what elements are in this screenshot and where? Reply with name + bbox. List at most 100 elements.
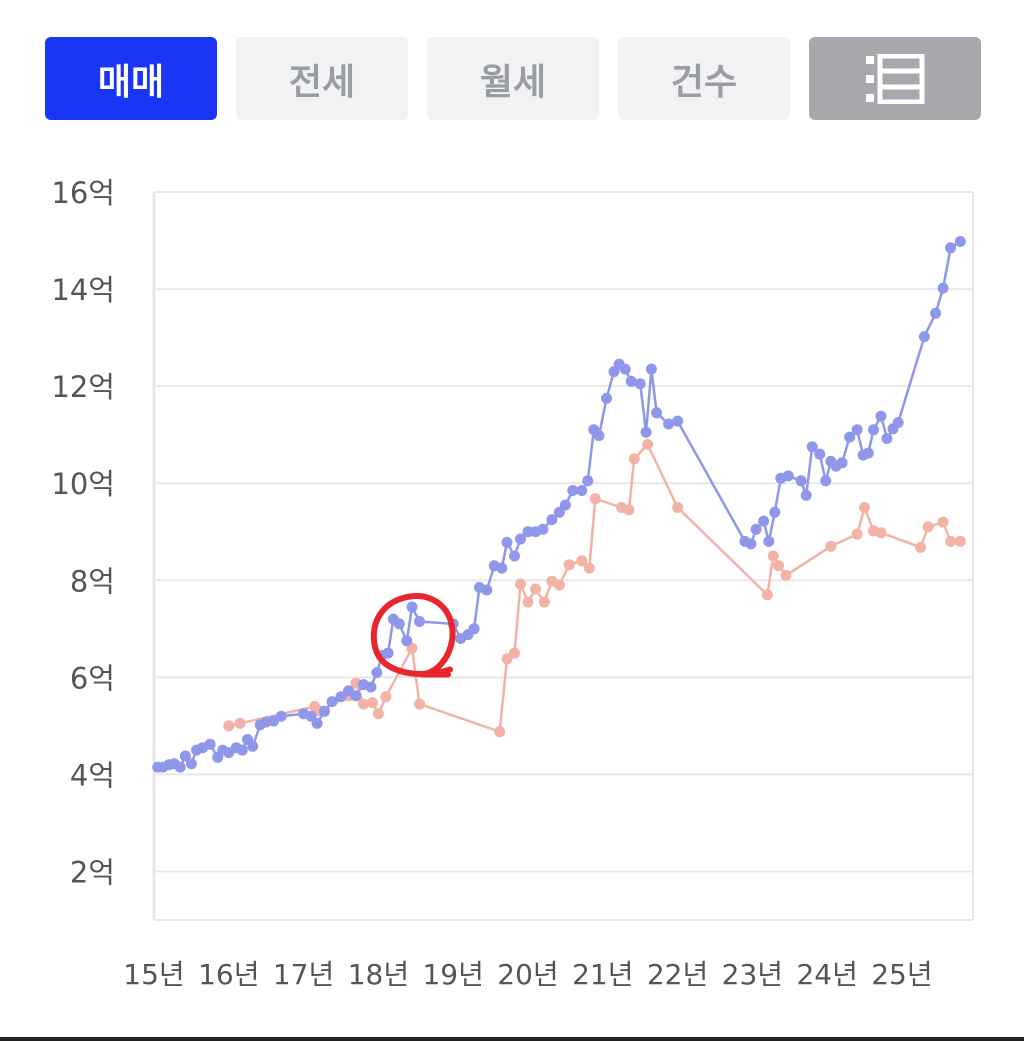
- lease-data-point: [234, 717, 246, 729]
- sale-data-point: [881, 433, 893, 444]
- x-tick-label: 23년: [722, 958, 783, 991]
- lease-data-point: [780, 569, 792, 581]
- lease-data-point: [522, 596, 534, 608]
- sale-data-point: [782, 470, 794, 482]
- tab-bar: 매매 전세 월세 건수: [45, 37, 981, 120]
- lease-data-point: [945, 535, 957, 547]
- sale-data-point: [758, 515, 770, 527]
- lease-data-point: [875, 527, 887, 539]
- y-tick-label: 8억: [70, 564, 115, 598]
- sale-series-line: [157, 240, 961, 769]
- lease-data-point: [515, 578, 526, 590]
- sale-data-point: [820, 475, 832, 487]
- lease-data-point: [553, 579, 565, 591]
- bottom-divider: [0, 1037, 1024, 1041]
- sale-data-point: [625, 375, 637, 387]
- sale-data-point: [651, 407, 663, 419]
- tab-count[interactable]: 건수: [618, 37, 790, 120]
- lease-data-point: [628, 453, 640, 465]
- lease-data-point: [583, 562, 595, 574]
- lease-data-point: [825, 540, 837, 552]
- lease-data-point: [380, 691, 392, 703]
- sale-data-point: [414, 616, 425, 627]
- chart-grid: [152, 191, 974, 921]
- lease-data-point: [589, 493, 601, 505]
- lease-data-point: [501, 653, 513, 665]
- sale-data-point: [745, 538, 757, 550]
- x-tick-label: 16년: [198, 958, 259, 991]
- sale-data-point: [763, 535, 775, 547]
- sale-data-point: [401, 635, 413, 647]
- sale-data-point: [795, 475, 807, 487]
- lease-data-point: [773, 560, 784, 572]
- sale-data-point: [640, 426, 652, 438]
- x-tick-label: 17년: [273, 958, 334, 991]
- sale-data-point: [806, 441, 818, 453]
- sale-data-point: [868, 424, 879, 436]
- lease-data-point: [366, 697, 378, 709]
- sale-data-point: [185, 758, 197, 770]
- sale-data-point: [800, 489, 812, 501]
- sale-data-point: [247, 740, 259, 752]
- y-tick-label: 2억: [70, 855, 115, 889]
- sale-data-point: [553, 506, 565, 518]
- lease-data-point: [937, 516, 949, 528]
- sale-data-point: [179, 750, 191, 762]
- sale-data-point: [836, 457, 848, 469]
- sale-data-point: [576, 485, 588, 496]
- sale-data-point: [892, 417, 904, 428]
- lease-data-point: [761, 589, 773, 601]
- y-tick-label: 12억: [51, 370, 115, 404]
- sale-data-point: [496, 562, 508, 574]
- sale-data-point: [559, 499, 571, 511]
- sale-data-point: [814, 448, 826, 460]
- sale-data-point: [515, 533, 526, 545]
- sale-data-point: [954, 236, 966, 247]
- sale-data-point: [371, 667, 383, 678]
- lease-data-point: [954, 535, 966, 547]
- sale-data-point: [918, 331, 930, 343]
- y-tick-label: 14억: [51, 273, 115, 307]
- view-toggle-button[interactable]: [809, 37, 981, 120]
- annotation-circle: [370, 593, 456, 678]
- lease-data-point: [922, 521, 934, 533]
- lease-data-point: [915, 541, 927, 553]
- sale-data-point: [204, 738, 216, 750]
- tab-sale[interactable]: 매매: [45, 37, 217, 120]
- tab-jeonse[interactable]: 전세: [236, 37, 408, 120]
- sale-data-point: [567, 485, 579, 496]
- sale-data-point: [236, 744, 248, 756]
- x-axis: 15년 16년 17년 18년 19년 20년 21년 22년 23년 24년 25년: [123, 958, 932, 991]
- sale-data-point: [634, 378, 646, 390]
- y-tick-label: 6억: [70, 661, 115, 695]
- y-tick-label: 16억: [51, 176, 115, 210]
- lease-data-point: [538, 596, 550, 608]
- sale-data-point: [509, 550, 520, 562]
- lease-series: [223, 438, 966, 738]
- x-tick-label: 22년: [647, 958, 708, 991]
- sale-data-point: [645, 363, 657, 375]
- x-tick-label: 25년: [871, 958, 932, 991]
- sale-data-point: [275, 710, 287, 722]
- lease-data-point: [414, 698, 425, 710]
- lease-data-point: [767, 550, 779, 562]
- sale-data-point: [672, 415, 684, 427]
- x-tick-label: 24년: [796, 958, 857, 991]
- x-tick-label: 15년: [123, 958, 184, 991]
- lease-data-point: [576, 555, 588, 567]
- lease-data-point: [623, 504, 635, 516]
- sale-data-point: [406, 601, 418, 613]
- sale-data-point: [174, 761, 186, 773]
- tab-monthly-rent[interactable]: 월세: [427, 37, 599, 120]
- sale-data-point: [663, 418, 675, 430]
- price-chart: 16억 14억 12억 10억 8억 6억 4억 2억 15년 16년 17년 18년 19년 20년 2…: [51, 176, 974, 991]
- sale-data-point: [319, 705, 330, 717]
- sale-data-point: [326, 696, 338, 708]
- y-tick-label: 10억: [51, 467, 115, 501]
- lease-data-point: [851, 528, 863, 540]
- x-tick-label: 21년: [572, 958, 633, 991]
- sale-data-point: [930, 307, 942, 319]
- y-axis: 16억 14억 12억 10억 8억 6억 4억 2억: [51, 176, 115, 889]
- lease-data-point: [223, 720, 235, 732]
- sale-data-point: [311, 717, 323, 729]
